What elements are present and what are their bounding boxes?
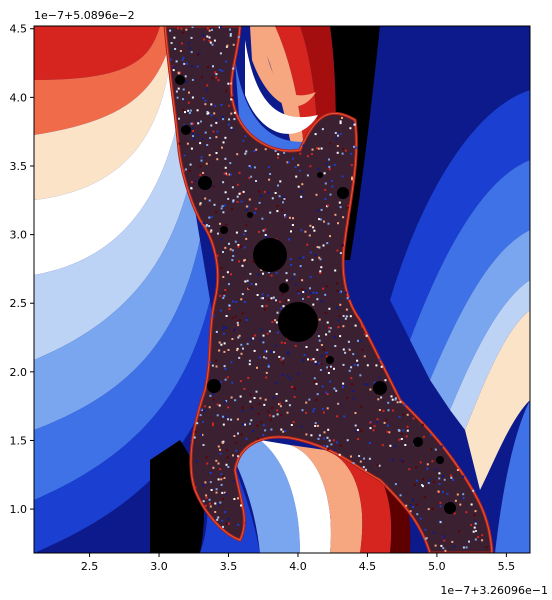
minibrot — [198, 176, 212, 190]
boundary-texture — [169, 26, 488, 552]
y-tick-label: 3.0 — [10, 229, 28, 242]
y-tick-label: 4.5 — [10, 23, 28, 36]
minibrot — [279, 283, 289, 293]
y-tick-label: 2.5 — [10, 297, 28, 310]
color-band — [34, 300, 220, 553]
color-band — [34, 240, 210, 500]
color-band — [34, 26, 175, 200]
color-band — [235, 60, 320, 162]
color-band — [34, 26, 160, 80]
minibrot — [253, 238, 287, 272]
y-tick-label: 1.5 — [10, 434, 28, 447]
x-tick-label: 3.5 — [220, 560, 238, 573]
color-band — [465, 310, 530, 490]
y-tick-label: 3.5 — [10, 160, 28, 173]
heatmap-area — [34, 26, 530, 553]
color-band — [34, 26, 175, 135]
y-axis-ticks: 1.0 1.5 2.0 2.5 3.0 3.5 4.0 4.5 — [10, 23, 34, 516]
color-band — [260, 440, 331, 553]
minibrot — [413, 437, 423, 447]
x-tick-label: 5.5 — [498, 560, 516, 573]
minibrot — [317, 172, 323, 178]
plot-frame — [33, 25, 531, 554]
color-band — [390, 90, 530, 340]
x-tick-label: 5.0 — [428, 560, 446, 573]
minibrot — [181, 125, 191, 135]
minibrot — [278, 302, 318, 342]
color-band — [450, 280, 530, 430]
color-band — [250, 26, 316, 107]
minibrot — [373, 381, 387, 395]
mandelbrot-set — [163, 26, 494, 553]
minibrot — [444, 502, 456, 514]
color-band — [245, 40, 318, 134]
x-tick-label: 2.5 — [81, 560, 99, 573]
minibrot — [207, 379, 221, 393]
minibrot — [436, 456, 444, 464]
minibrot — [175, 75, 185, 85]
x-tick-label: 4.0 — [289, 560, 307, 573]
color-band — [360, 26, 530, 300]
x-tick-label: 4.5 — [359, 560, 377, 573]
color-band — [290, 445, 363, 553]
minibrot — [337, 187, 349, 199]
color-band — [34, 120, 190, 360]
minibrot — [247, 212, 253, 218]
x-tick-label: 3.0 — [150, 560, 168, 573]
color-band — [430, 230, 530, 410]
y-tick-label: 4.0 — [10, 91, 28, 104]
y-offset-label: 1e−7+5.0896e−2 — [34, 9, 135, 22]
x-axis-ticks: 2.5 3.0 3.5 4.0 4.5 5.0 5.5 — [81, 553, 515, 573]
color-band — [495, 400, 530, 553]
color-band — [410, 160, 530, 380]
x-offset-label: 1e−7+3.26096e−1 — [440, 584, 548, 597]
color-band — [34, 180, 200, 430]
color-band — [225, 440, 300, 553]
y-tick-label: 1.0 — [10, 503, 28, 516]
color-band — [34, 60, 178, 275]
minibrot — [326, 356, 334, 364]
minibrot — [220, 226, 228, 234]
y-tick-label: 2.0 — [10, 366, 28, 379]
